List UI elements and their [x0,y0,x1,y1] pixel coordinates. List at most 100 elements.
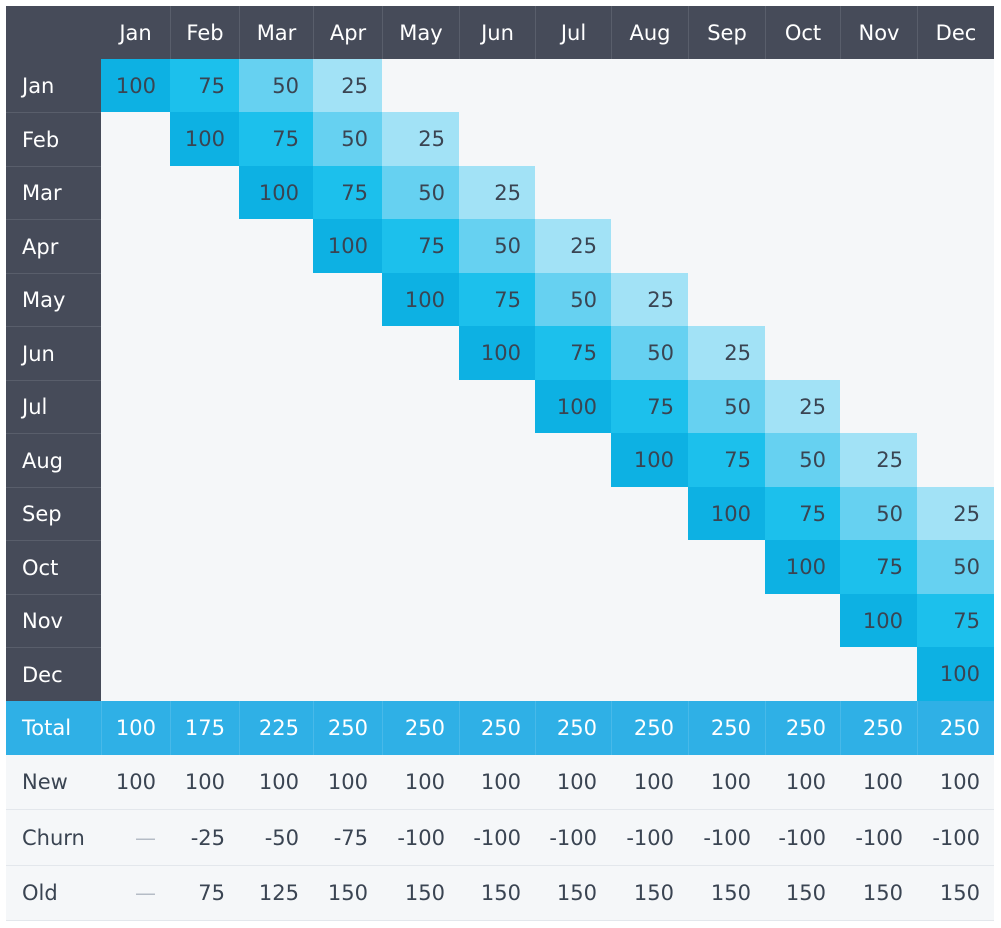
empty-cell [840,112,917,166]
empty-cell [917,219,994,273]
churn-cell: -50 [239,810,313,866]
new-cell: 100 [170,755,239,810]
new-cell: 100 [382,755,459,810]
cohort-cell: 75 [239,112,313,166]
empty-cell [170,540,239,594]
empty-cell [170,433,239,487]
empty-cell [917,380,994,433]
empty-cell [535,433,611,487]
churn-cell: -100 [535,810,611,866]
column-header-feb: Feb [170,6,239,59]
empty-cell [765,326,840,380]
empty-cell [382,59,459,112]
cohort-cell: 50 [535,273,611,326]
empty-cell [765,219,840,273]
empty-cell [239,219,313,273]
churn-cell: — [101,810,170,866]
churn-cell: -100 [611,810,688,866]
row-header-feb: Feb [6,112,101,166]
empty-cell [382,326,459,380]
empty-cell [101,166,170,219]
cohort-cell: 75 [313,166,382,219]
empty-cell [170,166,239,219]
total-cell: 250 [840,701,917,755]
total-cell: 250 [459,701,535,755]
empty-cell [239,380,313,433]
empty-cell [313,380,382,433]
empty-cell [313,487,382,540]
row-header-jul: Jul [6,380,101,433]
old-cell: 75 [170,866,239,921]
column-header-apr: Apr [313,6,382,59]
churn-cell: -100 [688,810,765,866]
cohort-cell: 75 [688,433,765,487]
churn-cell: -100 [382,810,459,866]
cohort-cell: 50 [611,326,688,380]
row-header-dec: Dec [6,647,101,701]
empty-cell [688,166,765,219]
empty-cell [917,112,994,166]
empty-cell [535,166,611,219]
empty-cell [382,594,459,647]
empty-cell [382,647,459,701]
empty-cell [840,647,917,701]
column-header-jan: Jan [101,6,170,59]
cohort-cell: 50 [840,487,917,540]
empty-cell [535,647,611,701]
new-cell: 100 [688,755,765,810]
total-cell: 175 [170,701,239,755]
empty-cell [459,594,535,647]
empty-cell [765,59,840,112]
cohort-cell: 50 [313,112,382,166]
old-cell: 125 [239,866,313,921]
new-cell: 100 [535,755,611,810]
empty-cell [688,594,765,647]
empty-cell [917,273,994,326]
column-header-dec: Dec [917,6,994,59]
cohort-cell: 75 [535,326,611,380]
empty-cell [765,166,840,219]
summary-label-churn: Churn [6,810,101,866]
empty-cell [535,112,611,166]
old-cell: 150 [382,866,459,921]
empty-cell [611,219,688,273]
column-header-nov: Nov [840,6,917,59]
empty-cell [611,540,688,594]
churn-cell: -75 [313,810,382,866]
empty-cell [459,487,535,540]
cohort-cell: 75 [917,594,994,647]
empty-cell [611,112,688,166]
column-header-oct: Oct [765,6,840,59]
row-header-sep: Sep [6,487,101,540]
old-cell: 150 [688,866,765,921]
cohort-cell: 100 [382,273,459,326]
empty-cell [239,647,313,701]
empty-cell [313,273,382,326]
new-cell: 100 [917,755,994,810]
cohort-cell: 25 [765,380,840,433]
column-header-jun: Jun [459,6,535,59]
empty-cell [459,380,535,433]
churn-cell: -25 [170,810,239,866]
empty-cell [382,433,459,487]
new-cell: 100 [101,755,170,810]
empty-cell [101,487,170,540]
old-cell: 150 [313,866,382,921]
empty-cell [382,487,459,540]
cohort-cell: 50 [382,166,459,219]
empty-cell [688,59,765,112]
empty-cell [239,487,313,540]
total-cell: 250 [611,701,688,755]
cohort-cell: 75 [170,59,239,112]
column-header-mar: Mar [239,6,313,59]
row-header-aug: Aug [6,433,101,487]
cohort-cell: 50 [688,380,765,433]
empty-cell [917,326,994,380]
empty-cell [382,540,459,594]
empty-cell [535,59,611,112]
cohort-cell: 25 [840,433,917,487]
new-cell: 100 [239,755,313,810]
row-header-may: May [6,273,101,326]
empty-cell [313,326,382,380]
column-header-may: May [382,6,459,59]
